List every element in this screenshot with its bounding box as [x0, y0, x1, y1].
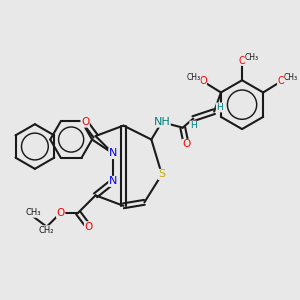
Text: H: H — [216, 103, 223, 112]
Text: CH₂: CH₂ — [39, 226, 55, 235]
Text: CH₃: CH₃ — [186, 73, 200, 82]
Text: O: O — [238, 56, 246, 66]
Text: N: N — [109, 148, 117, 158]
Text: O: O — [57, 208, 65, 218]
Text: N: N — [109, 176, 117, 186]
Text: O: O — [182, 140, 190, 149]
Text: H: H — [190, 121, 196, 130]
Text: O: O — [85, 222, 93, 232]
Text: O: O — [199, 76, 207, 85]
Text: O: O — [81, 117, 89, 127]
Text: S: S — [158, 169, 165, 179]
Text: O: O — [277, 76, 285, 85]
Text: CH₃: CH₃ — [284, 73, 298, 82]
Text: CH₃: CH₃ — [25, 208, 40, 217]
Text: NH: NH — [154, 117, 170, 127]
Text: CH₃: CH₃ — [245, 53, 259, 62]
